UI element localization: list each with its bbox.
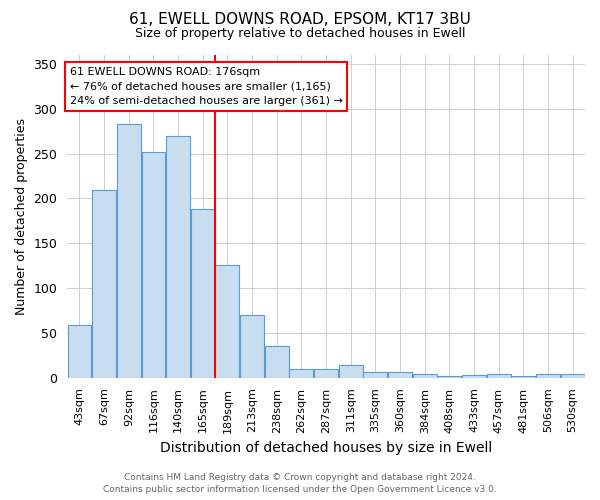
Bar [265,346,289,378]
Bar [364,372,388,378]
Bar [462,375,486,378]
Bar [191,209,215,378]
Bar [92,190,116,378]
Y-axis label: Number of detached properties: Number of detached properties [15,118,28,315]
Bar [339,366,362,378]
Bar [117,124,141,378]
Bar [413,374,437,378]
Bar [166,136,190,378]
Bar [68,325,91,378]
Bar [487,374,511,378]
Bar [437,376,461,378]
Bar [142,152,166,378]
Bar [536,374,560,378]
Bar [289,369,313,378]
Bar [388,372,412,378]
Bar [215,265,239,378]
Text: Size of property relative to detached houses in Ewell: Size of property relative to detached ho… [135,28,465,40]
Bar [240,315,264,378]
Text: Contains HM Land Registry data © Crown copyright and database right 2024.
Contai: Contains HM Land Registry data © Crown c… [103,472,497,494]
Text: 61 EWELL DOWNS ROAD: 176sqm
← 76% of detached houses are smaller (1,165)
24% of : 61 EWELL DOWNS ROAD: 176sqm ← 76% of det… [70,66,343,106]
Bar [314,369,338,378]
Bar [511,376,535,378]
Text: 61, EWELL DOWNS ROAD, EPSOM, KT17 3BU: 61, EWELL DOWNS ROAD, EPSOM, KT17 3BU [129,12,471,28]
X-axis label: Distribution of detached houses by size in Ewell: Distribution of detached houses by size … [160,441,492,455]
Bar [561,374,584,378]
